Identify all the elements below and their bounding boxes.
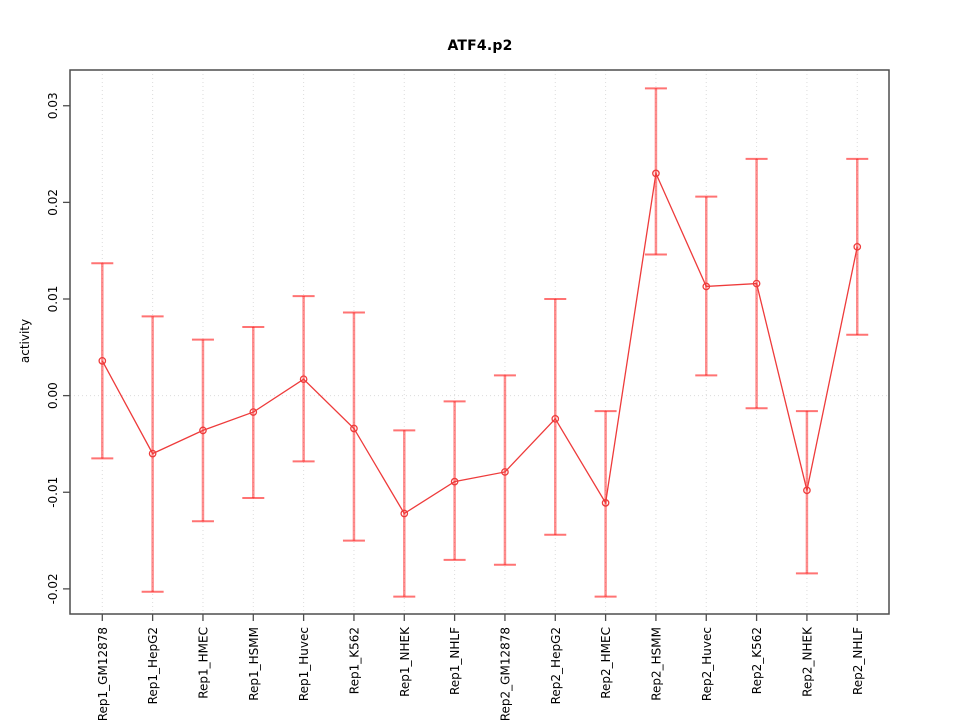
x-tick-label: Rep1_NHLF — [448, 627, 462, 695]
x-tick-label: Rep1_HMEC — [196, 627, 210, 699]
y-tick-label: -0.01 — [46, 477, 60, 508]
y-tick-label: 0.01 — [46, 286, 60, 313]
x-tick-label: Rep1_GM12878 — [96, 627, 110, 720]
plot-frame — [69, 69, 890, 615]
data-point — [450, 477, 459, 486]
y-tick-label: -0.02 — [46, 573, 60, 604]
data-point — [803, 486, 811, 495]
data-point — [501, 468, 509, 476]
data-point — [400, 509, 409, 518]
x-tick-label: Rep1_Huvec — [297, 627, 311, 701]
x-tick-label: Rep2_HMEC — [599, 627, 613, 699]
series-line — [101, 171, 858, 515]
data-point — [601, 499, 610, 507]
data-point — [551, 414, 560, 423]
x-tick-label: Rep2_Huvec — [700, 627, 714, 701]
data-point — [752, 279, 761, 288]
y-tick-label: 0.00 — [46, 382, 60, 409]
x-tick-label: Rep1_HSMM — [247, 627, 261, 701]
data-point — [148, 449, 157, 458]
x-tick-label: Rep2_K562 — [750, 627, 764, 694]
data-point — [652, 169, 660, 178]
x-tick-label: Rep2_HepG2 — [549, 627, 563, 704]
data-point — [199, 426, 207, 435]
x-tick-label: Rep2_NHEK — [800, 626, 814, 697]
data-point — [299, 375, 308, 384]
x-tick-label: Rep1_NHEK — [398, 626, 412, 697]
x-tick-label: Rep2_HSMM — [649, 627, 663, 701]
data-point — [853, 242, 862, 251]
x-tick-label: Rep1_HepG2 — [146, 627, 160, 704]
x-tick-label: Rep2_GM12878 — [498, 627, 512, 720]
data-point — [98, 356, 107, 365]
data-point — [702, 282, 711, 291]
chart-title: ATF4.p2 — [447, 38, 513, 54]
y-tick-label: 0.02 — [46, 189, 60, 216]
x-tick-label: Rep1_K562 — [347, 627, 361, 694]
data-point — [249, 408, 258, 416]
y-tick-label: 0.03 — [46, 92, 60, 119]
x-tick-label: Rep2_NHLF — [851, 627, 865, 695]
data-point — [350, 424, 358, 433]
